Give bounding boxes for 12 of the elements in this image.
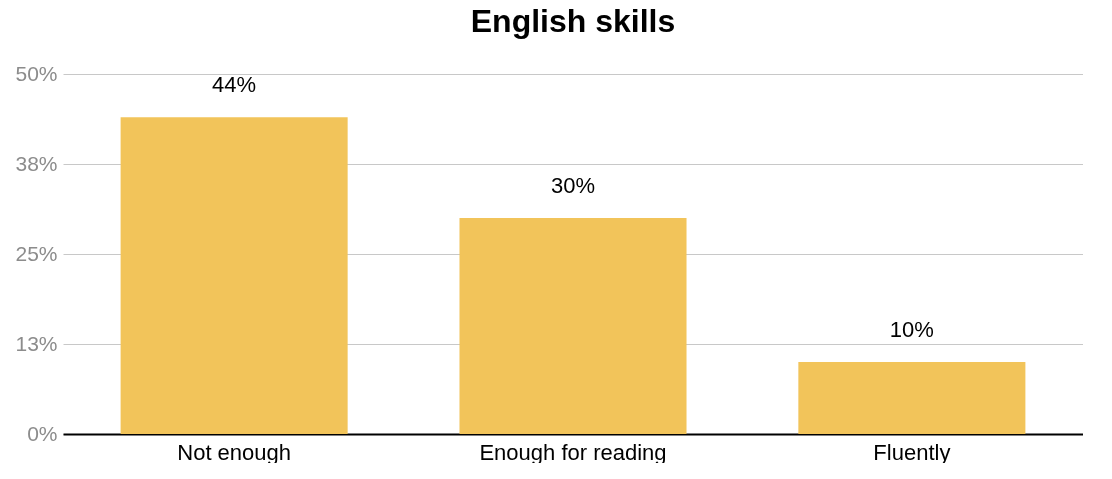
y-tick-label: 13% bbox=[15, 331, 58, 355]
chart-title: English skills bbox=[470, 3, 676, 39]
data-label: 10% bbox=[889, 317, 934, 342]
data-label: 44% bbox=[212, 72, 257, 98]
bar bbox=[459, 218, 687, 434]
y-tick-label: 50% bbox=[15, 61, 58, 85]
data-label: 30% bbox=[550, 173, 596, 198]
y-tick-label: 0% bbox=[27, 421, 58, 445]
bar bbox=[798, 362, 1026, 434]
y-tick-label: 25% bbox=[15, 241, 58, 265]
y-tick-label: 38% bbox=[15, 151, 58, 175]
bar bbox=[120, 117, 348, 434]
